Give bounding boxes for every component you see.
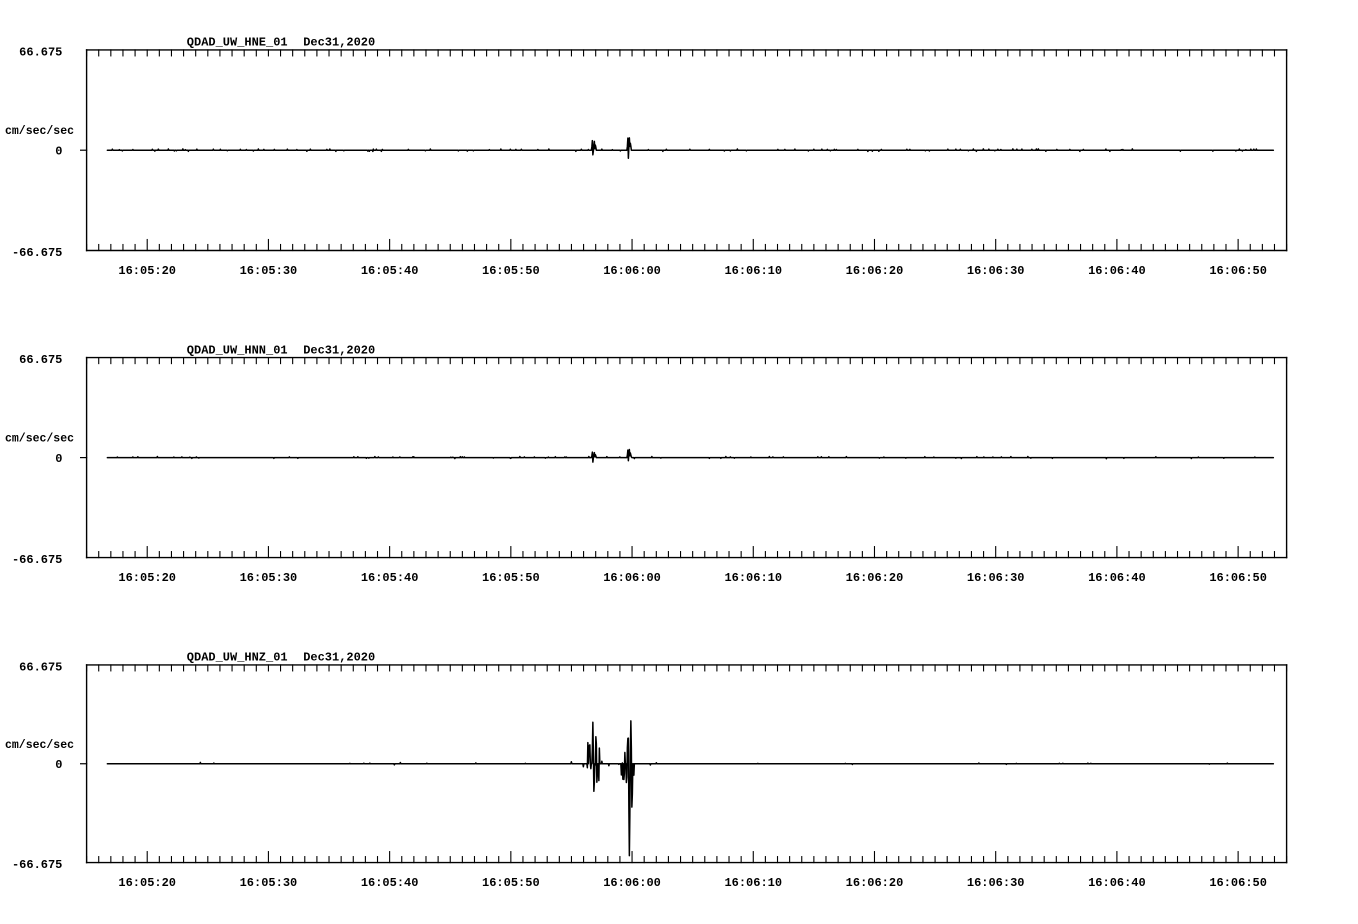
svg-text:16:06:30: 16:06:30 xyxy=(967,876,1025,890)
svg-text:16:05:20: 16:05:20 xyxy=(118,264,176,278)
svg-text:QDAD_UW_HNE_01: QDAD_UW_HNE_01 xyxy=(187,36,288,50)
svg-text:-66.675: -66.675 xyxy=(12,553,62,567)
svg-text:16:06:50: 16:06:50 xyxy=(1209,571,1267,585)
svg-text:QDAD_UW_HNN_01: QDAD_UW_HNN_01 xyxy=(187,343,288,357)
svg-text:16:06:10: 16:06:10 xyxy=(724,571,782,585)
svg-text:0: 0 xyxy=(55,145,62,159)
svg-text:66.675: 66.675 xyxy=(19,660,62,674)
svg-text:66.675: 66.675 xyxy=(19,45,62,59)
svg-text:cm/sec/sec: cm/sec/sec xyxy=(5,739,74,752)
svg-text:16:05:20: 16:05:20 xyxy=(118,571,176,585)
svg-text:Dec31,2020: Dec31,2020 xyxy=(303,651,375,665)
svg-text:0: 0 xyxy=(55,758,62,772)
svg-text:16:06:40: 16:06:40 xyxy=(1088,876,1146,890)
svg-text:16:05:30: 16:05:30 xyxy=(240,571,298,585)
svg-text:16:05:40: 16:05:40 xyxy=(361,571,419,585)
svg-text:QDAD_UW_HNZ_01: QDAD_UW_HNZ_01 xyxy=(187,651,288,665)
svg-text:16:06:00: 16:06:00 xyxy=(603,571,661,585)
svg-text:-66.675: -66.675 xyxy=(12,246,62,260)
svg-text:16:05:30: 16:05:30 xyxy=(240,264,298,278)
svg-text:cm/sec/sec: cm/sec/sec xyxy=(5,125,74,138)
svg-text:16:06:00: 16:06:00 xyxy=(603,264,661,278)
svg-text:16:06:10: 16:06:10 xyxy=(724,876,782,890)
svg-text:16:06:00: 16:06:00 xyxy=(603,876,661,890)
svg-text:66.675: 66.675 xyxy=(19,353,62,367)
svg-text:16:05:30: 16:05:30 xyxy=(240,876,298,890)
svg-text:16:06:20: 16:06:20 xyxy=(846,264,904,278)
svg-text:16:06:40: 16:06:40 xyxy=(1088,571,1146,585)
svg-text:16:06:20: 16:06:20 xyxy=(846,571,904,585)
svg-text:Dec31,2020: Dec31,2020 xyxy=(303,343,375,357)
svg-text:16:05:50: 16:05:50 xyxy=(482,264,540,278)
svg-text:cm/sec/sec: cm/sec/sec xyxy=(5,433,74,446)
svg-text:16:05:50: 16:05:50 xyxy=(482,571,540,585)
svg-text:16:06:20: 16:06:20 xyxy=(846,876,904,890)
svg-text:16:06:50: 16:06:50 xyxy=(1209,264,1267,278)
svg-text:16:06:10: 16:06:10 xyxy=(724,264,782,278)
svg-text:16:06:30: 16:06:30 xyxy=(967,264,1025,278)
svg-text:16:05:40: 16:05:40 xyxy=(361,876,419,890)
svg-text:Dec31,2020: Dec31,2020 xyxy=(303,36,375,50)
svg-text:16:06:40: 16:06:40 xyxy=(1088,264,1146,278)
svg-text:16:05:20: 16:05:20 xyxy=(118,876,176,890)
svg-text:16:06:50: 16:06:50 xyxy=(1209,876,1267,890)
svg-text:0: 0 xyxy=(55,452,62,466)
svg-text:16:05:50: 16:05:50 xyxy=(482,876,540,890)
svg-text:16:06:30: 16:06:30 xyxy=(967,571,1025,585)
svg-text:-66.675: -66.675 xyxy=(12,858,62,872)
svg-text:16:05:40: 16:05:40 xyxy=(361,264,419,278)
